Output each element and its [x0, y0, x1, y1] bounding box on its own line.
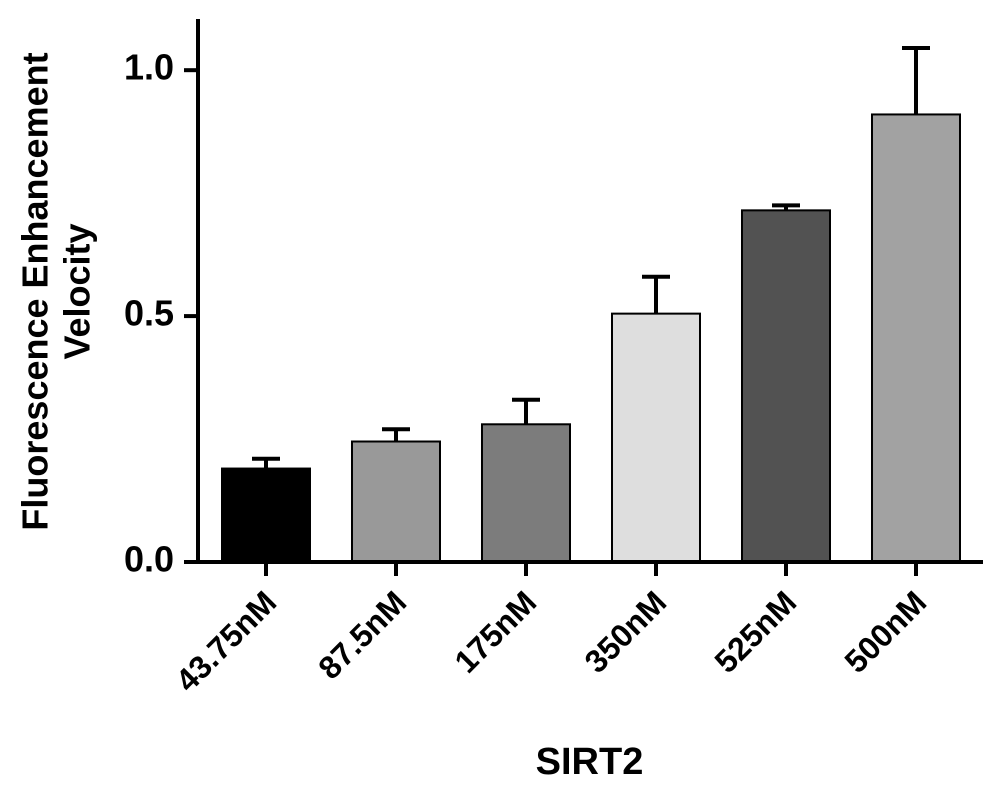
bar: [482, 424, 570, 562]
y-tick-label: 0.0: [124, 539, 174, 580]
bar-chart: 0.0 0.5 1.0 Fluorescence EnhancementVelocit…: [0, 0, 1000, 796]
bar: [352, 442, 440, 562]
bar: [222, 469, 310, 562]
y-axis-label-line2: Velocity: [57, 223, 98, 359]
bar: [742, 210, 830, 562]
x-axis-title: SIRT2: [536, 741, 644, 783]
y-tick-label: 1.0: [124, 47, 174, 88]
bar: [872, 114, 960, 562]
y-axis-label-line1: Fluorescence Enhancement: [15, 52, 56, 530]
chart-bg: [0, 0, 1000, 796]
y-tick-label: 0.5: [124, 293, 174, 334]
bar: [612, 314, 700, 562]
